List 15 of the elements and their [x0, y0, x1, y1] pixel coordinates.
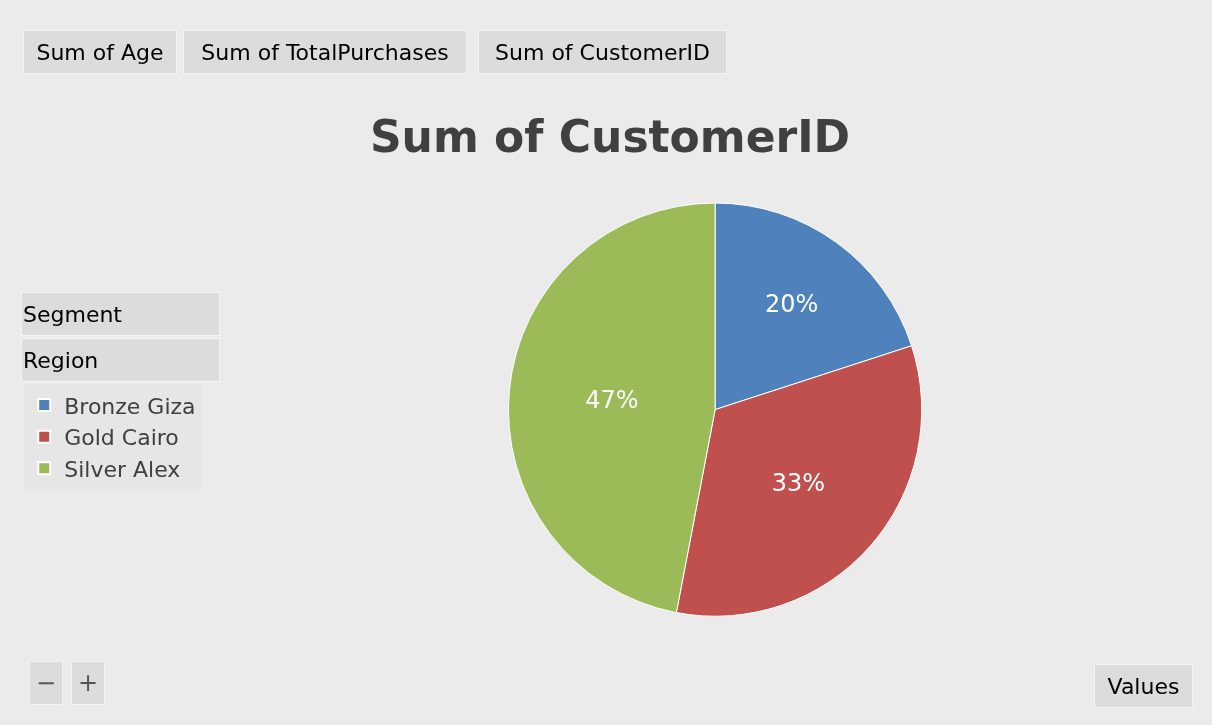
text: +: [77, 669, 99, 697]
legend-label: Bronze Giza: [64, 393, 196, 419]
legend-label: Silver Alex: [64, 456, 181, 482]
data-label: 47%: [585, 385, 639, 414]
text: −: [35, 669, 57, 697]
chart-title: Sum of CustomerID: [369, 111, 851, 163]
text: Sum of CustomerID: [495, 39, 710, 65]
legend-label: Gold Cairo: [64, 425, 179, 451]
text: Segment: [23, 301, 123, 327]
data-label: 20%: [764, 290, 819, 319]
data-label: 33%: [771, 469, 826, 498]
text: Sum of Age: [36, 39, 164, 65]
text: Values: [1107, 673, 1180, 699]
text: Region: [23, 347, 99, 373]
text: Sum of TotalPurchases: [201, 39, 449, 65]
